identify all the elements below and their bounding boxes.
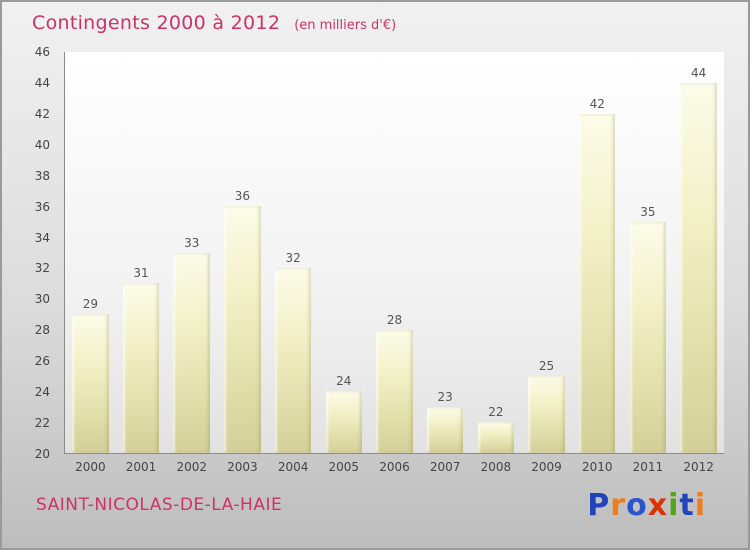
bar-value-label: 33: [184, 235, 200, 250]
logo-letter: i: [668, 488, 680, 523]
y-tick-label: 22: [34, 416, 50, 431]
bar: 28: [376, 313, 413, 453]
bar-column: 28 2006: [369, 52, 420, 474]
bar-value-label: 44: [690, 65, 707, 80]
x-tick-label: 2003: [227, 460, 258, 474]
y-tick-label: 44: [34, 75, 50, 90]
y-tick-label: 34: [34, 230, 50, 245]
bar: 33: [173, 236, 210, 453]
y-tick-label: 30: [34, 292, 50, 307]
x-tick-label: 2000: [75, 460, 106, 474]
y-tick-label: 26: [34, 354, 50, 369]
y-tick-label: 36: [34, 199, 50, 214]
y-tick-label: 24: [34, 385, 50, 400]
bar-column: 42 2010: [572, 52, 623, 474]
bar-value-label: 23: [437, 389, 453, 404]
bar-column: 32 2004: [268, 52, 319, 474]
bar-column: 35 2011: [623, 52, 674, 474]
bar: 36: [224, 189, 261, 453]
y-tick-label: 42: [34, 106, 50, 121]
x-tick-label: 2007: [429, 460, 461, 474]
bar-value-label: 31: [133, 266, 149, 281]
bar: 35: [629, 205, 667, 453]
x-tick-label: 2001: [125, 460, 157, 474]
logo-letter: o: [626, 488, 648, 523]
x-tick-label: 2009: [531, 460, 562, 474]
bar-value-label: 32: [285, 250, 301, 265]
x-tick-label: 2002: [176, 460, 207, 474]
bar-column: 36 2003: [217, 52, 268, 474]
logo-letter: i: [694, 488, 706, 523]
logo-letter: r: [610, 488, 627, 523]
logo-letter: x: [647, 488, 669, 523]
bar-value-label: 24: [336, 374, 352, 389]
bars-row: 29 2000 31 2001 33 2002 36 2003 32 2004 24 2005 28 20…: [65, 52, 724, 474]
chart-title: Contingents 2000 à 2012: [32, 12, 281, 34]
chart-header: Contingents 2000 à 2012 (en milliers d'€…: [32, 12, 728, 34]
y-tick-label: 32: [34, 261, 50, 276]
y-axis-labels: 20 22 24 26 28 30 32 34 36 38 40 42 44 46: [2, 45, 58, 461]
bar: 29: [72, 297, 109, 453]
bar-value-label: 28: [386, 312, 403, 327]
bar-column: 23 2007: [420, 52, 471, 474]
y-tick-label: 46: [34, 45, 50, 59]
bar-value-label: 29: [82, 297, 98, 312]
bar: 44: [680, 66, 717, 453]
bar-value-label: 25: [538, 358, 555, 373]
x-tick-label: 2008: [480, 460, 512, 474]
bar-column: 29 2000: [65, 52, 116, 474]
x-tick-label: 2004: [277, 460, 309, 474]
bar: 22: [477, 405, 515, 453]
bar-column: 31 2001: [116, 52, 167, 474]
y-tick-label: 28: [34, 323, 50, 338]
bar-column: 22 2008: [471, 52, 522, 474]
bar: 24: [325, 374, 363, 453]
logo-letter: P: [587, 488, 611, 523]
x-tick-label: 2005: [328, 460, 360, 474]
bar: 42: [578, 97, 616, 453]
x-tick-label: 2006: [379, 460, 410, 474]
bar-value-label: 35: [640, 204, 656, 219]
bar-value-label: 42: [589, 96, 605, 111]
chart-subtitle: (en milliers d'€): [294, 18, 397, 33]
logo-letter: t: [679, 488, 695, 523]
place-name: SAINT-NICOLAS-DE-LA-HAIE: [36, 495, 283, 515]
bar-column: 25 2009: [521, 52, 572, 474]
bar: 31: [122, 266, 160, 453]
bar-value-label: 22: [488, 405, 504, 420]
x-tick-label: 2011: [632, 460, 664, 474]
y-tick-label: 20: [34, 447, 50, 461]
bar: 32: [274, 251, 312, 453]
x-tick-label: 2010: [581, 460, 613, 474]
bar-column: 33 2002: [166, 52, 217, 474]
plot-area: 29 2000 31 2001 33 2002 36 2003 32 2004 24 2005 28 20…: [64, 52, 724, 474]
bar: 23: [426, 390, 464, 453]
bar: 25: [528, 359, 565, 453]
bar-column: 24 2005: [318, 52, 369, 474]
y-tick-label: 38: [34, 168, 50, 183]
bar-value-label: 36: [234, 189, 251, 204]
x-tick-label: 2012: [683, 460, 714, 474]
bar-column: 44 2012: [673, 52, 724, 474]
proxiti-logo: Proxiti: [587, 488, 706, 523]
y-tick-label: 40: [34, 137, 50, 152]
